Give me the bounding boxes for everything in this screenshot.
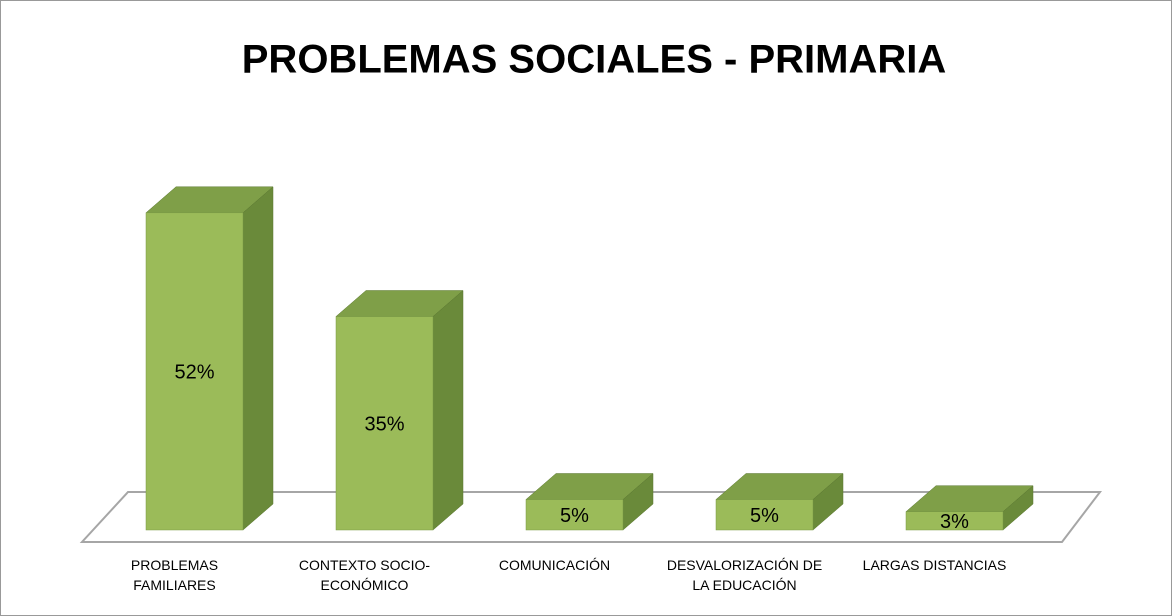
x-tick-label: CONTEXTO SOCIO-ECONÓMICO <box>298 557 431 593</box>
chart-title: PROBLEMAS SOCIALES - PRIMARIA <box>242 38 946 82</box>
bar <box>905 511 1004 531</box>
bar <box>145 212 244 531</box>
data-label: 5% <box>750 505 779 527</box>
bar <box>715 499 814 531</box>
data-label: 5% <box>560 505 589 527</box>
bar <box>335 316 434 531</box>
x-tick-label: COMUNICACIÓN <box>498 557 611 573</box>
x-tick-label: PROBLEMAS FAMILIARES <box>130 557 219 593</box>
x-tick-label: DESVALORIZACIÓN DE LA EDUCACIÓN <box>666 557 823 593</box>
data-label: 35% <box>364 414 404 436</box>
bar-side <box>242 186 274 531</box>
floor <box>79 491 1103 543</box>
bar-side <box>432 289 464 531</box>
data-label: 52% <box>174 362 214 384</box>
data-label: 3% <box>940 511 969 533</box>
bar <box>525 499 624 531</box>
x-tick-label: LARGAS DISTANCIAS <box>862 557 1007 573</box>
